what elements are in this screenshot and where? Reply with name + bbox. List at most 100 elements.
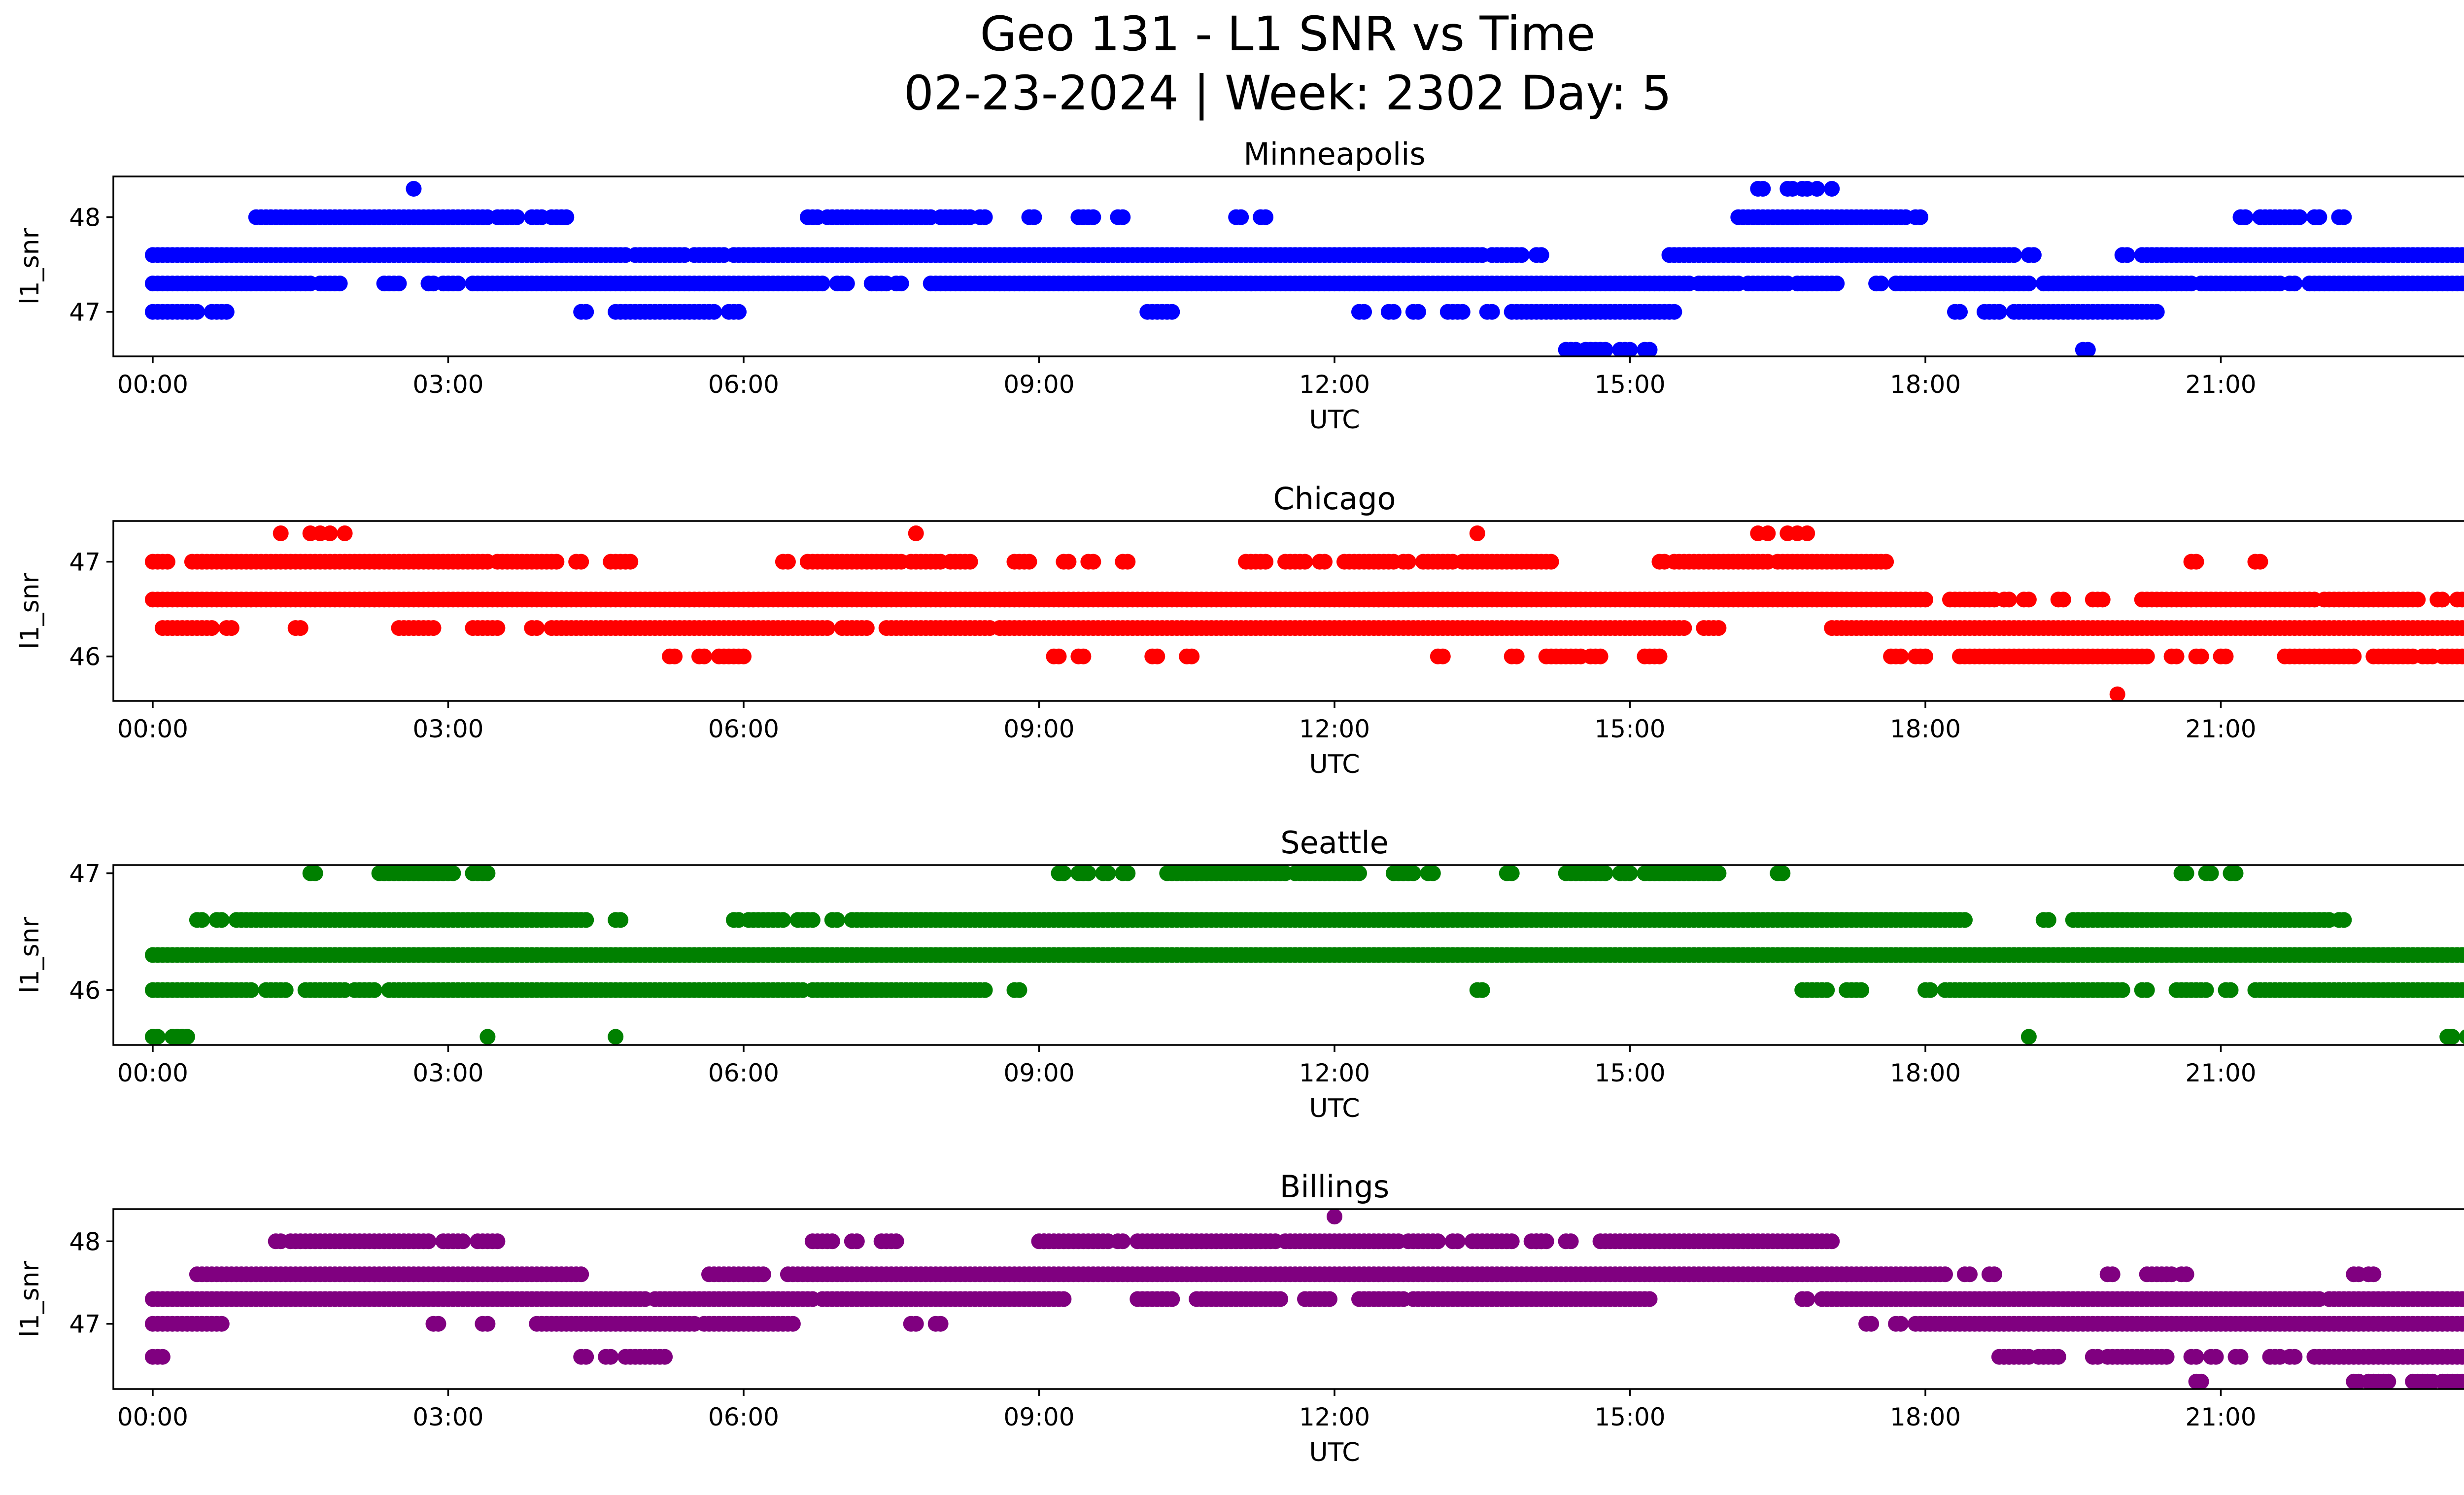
data-point (1430, 1233, 1446, 1250)
data-point (1622, 865, 1638, 881)
data-point (1824, 1233, 1840, 1250)
data-point (1563, 1233, 1579, 1250)
data-point (1991, 304, 2007, 320)
data-point (1115, 209, 1131, 225)
data-point (1922, 982, 1938, 998)
data-point (1184, 648, 1200, 664)
data-point (273, 525, 289, 541)
x-tick-label: 15:00 (1594, 370, 1665, 399)
data-point (731, 304, 747, 320)
data-point (2223, 982, 2239, 998)
data-point (2346, 648, 2362, 664)
data-point (2020, 1029, 2037, 1045)
data-point (1164, 304, 1180, 320)
y-tick-label: 47 (69, 860, 101, 888)
data-points (144, 865, 2464, 1045)
data-point (2055, 591, 2071, 608)
data-point (2188, 554, 2204, 570)
data-point (2020, 591, 2037, 608)
data-point (1317, 554, 1333, 570)
data-point (2227, 865, 2244, 881)
data-point (2006, 247, 2022, 263)
data-point (977, 209, 993, 225)
data-point (2203, 865, 2219, 881)
data-point (2218, 648, 2234, 664)
data-point (804, 912, 821, 928)
x-tick-label: 03:00 (412, 1059, 483, 1087)
data-point (1651, 648, 1668, 664)
data-point (2178, 1266, 2194, 1283)
data-point (2025, 247, 2042, 263)
data-point (213, 912, 230, 928)
data-point (1356, 304, 1372, 320)
data-point (1666, 304, 1682, 320)
data-point (179, 1029, 195, 1045)
x-tick-label: 12:00 (1299, 370, 1370, 399)
data-point (2459, 982, 2464, 998)
data-point (1021, 554, 1037, 570)
data-point (1913, 209, 1928, 225)
data-point (489, 1233, 506, 1250)
panel-title: Minneapolis (1243, 136, 1426, 172)
data-point (775, 912, 791, 928)
data-point (194, 912, 210, 928)
data-point (420, 1233, 437, 1250)
data-point (2287, 276, 2303, 292)
data-point (1115, 1233, 1131, 1250)
data-point (2459, 1316, 2464, 1331)
x-tick-label: 09:00 (1003, 715, 1074, 743)
data-points (144, 1209, 2464, 1389)
x-tick-label: 06:00 (708, 1059, 779, 1087)
data-point (1051, 648, 1067, 664)
data-point (159, 554, 175, 570)
data-point (1597, 342, 1613, 356)
data-point (1538, 1233, 1554, 1250)
data-point (307, 865, 323, 881)
data-point (1085, 209, 1101, 225)
y-tick-label: 46 (69, 976, 101, 1005)
panel-title: Chicago (1273, 481, 1396, 517)
x-tick-label: 06:00 (708, 715, 779, 743)
data-point (2365, 1266, 2382, 1283)
data-point (529, 620, 545, 636)
data-point (573, 1266, 589, 1283)
data-point (932, 1316, 949, 1332)
data-point (839, 276, 855, 292)
x-tick-label: 00:00 (117, 370, 188, 399)
x-tick-label: 18:00 (1890, 370, 1961, 399)
data-point (1622, 342, 1638, 356)
data-point (1100, 865, 1116, 881)
data-point (1056, 1291, 1072, 1307)
data-point (154, 1349, 171, 1365)
data-point (1829, 276, 1845, 292)
figure-title-line1: Geo 131 - L1 SNR vs Time (980, 6, 1596, 62)
data-point (1435, 648, 1451, 664)
x-axis-label: UTC (1309, 750, 1360, 779)
data-point (706, 304, 722, 320)
data-point (1120, 554, 1136, 570)
data-point (1597, 865, 1613, 881)
data-point (1508, 648, 1525, 664)
data-point (445, 865, 461, 881)
data-point (1760, 525, 1776, 541)
data-point (1711, 865, 1727, 881)
data-point (1775, 865, 1791, 881)
data-point (1893, 1316, 1909, 1332)
data-point (819, 620, 835, 636)
y-axis-label: l1_snr (15, 572, 45, 649)
data-point (1410, 304, 1426, 320)
x-tick-label: 00:00 (117, 715, 188, 743)
data-point (2149, 304, 2165, 320)
x-axis-label: UTC (1309, 405, 1360, 435)
x-tick-label: 06:00 (708, 370, 779, 399)
data-point (1986, 1266, 2002, 1283)
data-point (2020, 276, 2037, 292)
data-point (1504, 865, 1520, 881)
data-point (829, 912, 845, 928)
data-point (1937, 1266, 1953, 1283)
data-point (2459, 247, 2464, 263)
data-point (608, 1029, 624, 1045)
data-point (1385, 304, 1402, 320)
data-point (1809, 181, 1825, 197)
